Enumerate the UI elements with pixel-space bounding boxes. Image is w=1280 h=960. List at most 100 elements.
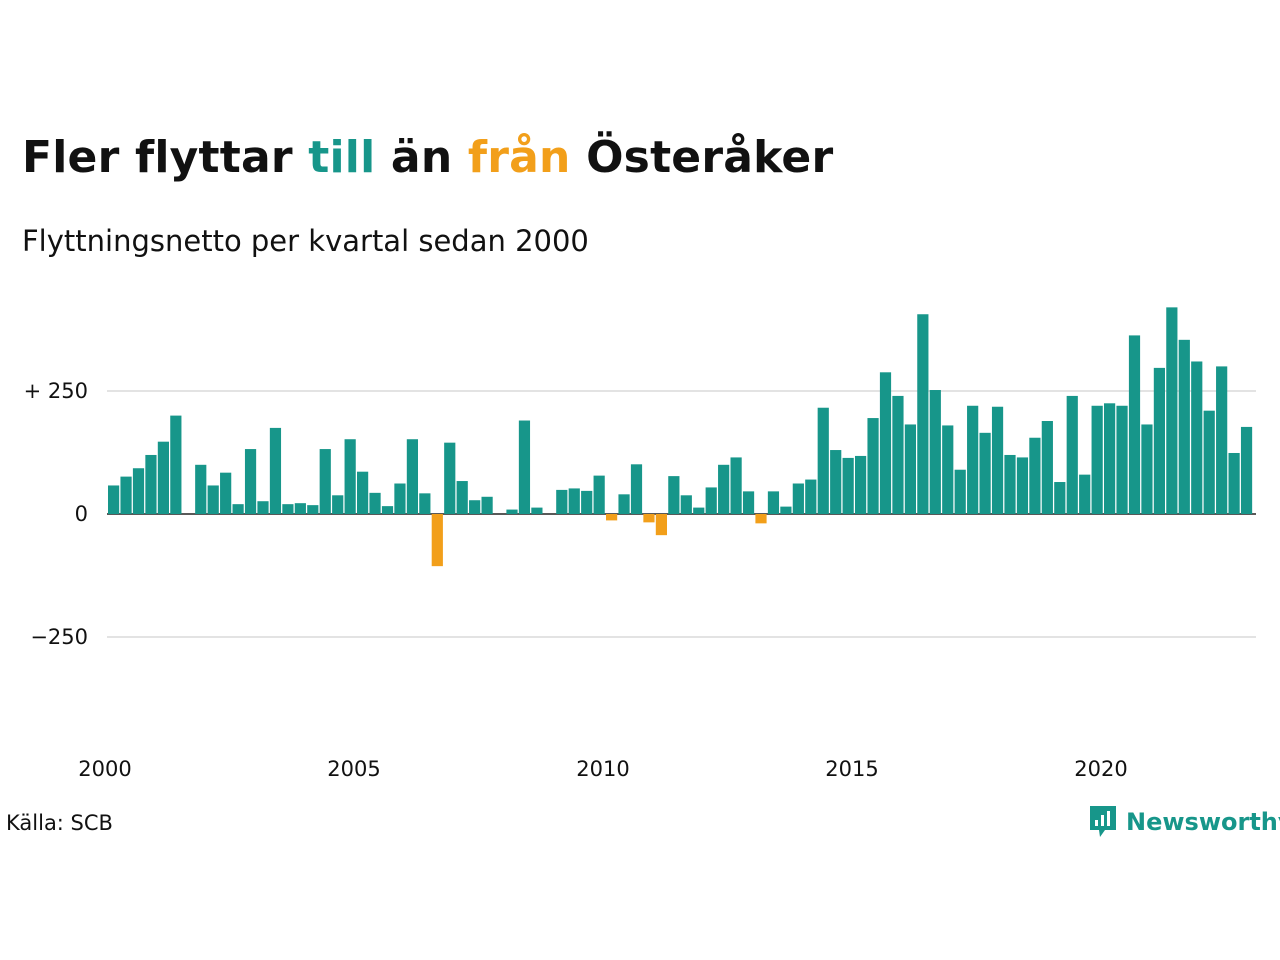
bar: [730, 457, 742, 514]
chart-subtitle: Flyttningsnetto per kvartal sedan 2000: [22, 224, 589, 258]
bar: [1016, 457, 1029, 514]
bar: [979, 432, 991, 514]
bar: [1128, 335, 1141, 514]
chart-title: Fler flyttar till än från Österåker: [22, 132, 833, 183]
bar: [369, 492, 381, 514]
bar: [1079, 474, 1091, 514]
bar: [294, 503, 306, 514]
bar: [568, 488, 580, 514]
bar: [855, 455, 867, 514]
bar: [705, 487, 717, 514]
bar: [282, 504, 294, 514]
bar: [108, 485, 120, 514]
bar: [506, 509, 518, 514]
newsworthy-logo-icon: [1090, 806, 1116, 837]
bar: [917, 314, 929, 514]
bar: [655, 514, 667, 536]
bar: [132, 468, 145, 514]
bar: [1191, 361, 1203, 514]
bar: [444, 442, 456, 514]
bar: [1004, 454, 1016, 514]
bar: [307, 505, 319, 514]
source-label: Källa: SCB: [6, 811, 113, 835]
title-highlight-out: från: [467, 132, 571, 183]
bar: [419, 493, 431, 514]
bar: [780, 506, 792, 514]
x-tick-label: 2015: [825, 757, 878, 781]
x-axis-ticks: 2000 2005 2010 2015 2020: [78, 757, 1127, 781]
bar: [1091, 405, 1103, 514]
bar: [394, 483, 406, 514]
bar: [1153, 367, 1165, 514]
bar: [929, 390, 941, 514]
title-part-1: Fler flyttar: [22, 132, 293, 183]
bar: [195, 464, 207, 514]
bar: [120, 476, 132, 514]
bar: [481, 496, 493, 514]
x-tick-label: 2020: [1074, 757, 1127, 781]
bar: [431, 514, 443, 567]
bar: [879, 372, 892, 514]
bar: [556, 489, 568, 514]
bar: [618, 494, 630, 514]
bar: [842, 457, 854, 514]
bar: [170, 415, 182, 514]
bar: [157, 441, 169, 514]
bar: [1216, 366, 1228, 514]
bar: [531, 507, 543, 514]
bar: [792, 483, 804, 514]
bar: [693, 507, 705, 514]
bar: [817, 407, 829, 514]
bar: [593, 475, 605, 514]
x-tick-label: 2000: [78, 757, 131, 781]
bar: [680, 495, 692, 514]
bar: [1228, 452, 1240, 514]
bar: [1041, 421, 1053, 514]
bars: [108, 307, 1253, 567]
bar: [718, 464, 730, 514]
bar: [630, 464, 643, 514]
bar-chart: + 250 0 −250 2000 2005 2010 2015 2020: [24, 307, 1256, 781]
bar: [867, 418, 879, 514]
bar: [220, 472, 232, 514]
newsworthy-brand: Newsworthy: [1126, 808, 1280, 836]
bar: [257, 501, 269, 514]
bar: [805, 479, 817, 514]
bar: [942, 425, 954, 514]
bar: [1054, 482, 1066, 514]
bar: [1066, 395, 1078, 514]
x-tick-label: 2005: [327, 757, 380, 781]
bar: [1029, 437, 1041, 514]
bar: [518, 420, 531, 514]
bar: [244, 449, 257, 514]
y-tick-label: −250: [30, 625, 88, 649]
bar: [332, 495, 344, 514]
bar: [381, 506, 394, 514]
newsworthy-logo[interactable]: Newsworthy: [1088, 804, 1280, 840]
bar: [1104, 403, 1116, 514]
bar: [606, 514, 618, 521]
x-tick-label: 2010: [576, 757, 629, 781]
bar: [319, 449, 331, 514]
y-tick-label: 0: [75, 502, 88, 526]
bar: [904, 424, 916, 514]
bar: [406, 439, 418, 514]
bar: [830, 450, 842, 514]
bar: [892, 395, 904, 514]
bar: [1178, 339, 1190, 514]
bar: [1240, 426, 1253, 514]
title-part-2: än: [390, 132, 453, 183]
bar: [643, 514, 655, 523]
y-tick-label: + 250: [24, 379, 88, 403]
bar: [269, 427, 282, 514]
bar: [1166, 307, 1178, 514]
bar: [767, 491, 780, 514]
title-part-3: Österåker: [586, 132, 834, 183]
bar: [954, 469, 966, 514]
bar: [145, 454, 157, 514]
bar: [991, 406, 1004, 514]
bar: [469, 500, 481, 514]
bar: [1116, 405, 1128, 514]
bar: [581, 490, 593, 514]
bar: [1203, 410, 1215, 514]
